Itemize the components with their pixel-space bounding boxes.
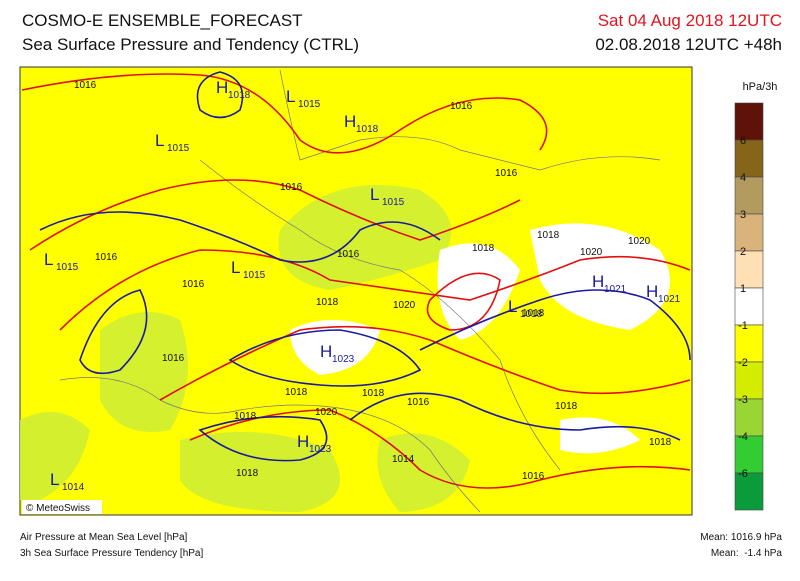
credit-box — [22, 500, 102, 514]
colorbar-unit: hPa/3h — [743, 81, 778, 93]
colorbar-label: 2 — [740, 246, 746, 258]
isobar-label: 1016 — [182, 279, 205, 290]
isobars-red — [21, 73, 691, 489]
colorbar-swatch — [734, 398, 764, 437]
center-value: 1021 — [604, 284, 627, 295]
center-letter: H — [320, 342, 332, 361]
colorbar-label: 6 — [740, 135, 746, 147]
center-value: 1018 — [356, 124, 379, 135]
center-letter: H — [592, 272, 604, 291]
colorbar-swatch — [734, 361, 764, 400]
center-letter: L — [44, 250, 53, 269]
isobar-label: 1016 — [95, 252, 118, 263]
center-value: 1018 — [520, 309, 543, 320]
credit: © MeteoSwiss — [26, 503, 90, 514]
center-letter: L — [508, 297, 517, 316]
colorbar-label: -4 — [738, 431, 748, 443]
colorbar-swatch — [734, 176, 764, 215]
center-value: 1015 — [56, 262, 79, 273]
isobar-label: 1018 — [472, 243, 495, 254]
center-value: 1014 — [62, 482, 85, 493]
isobar-label: 1016 — [162, 353, 185, 364]
footer-mean2: Mean: -1.4 hPa — [711, 548, 783, 559]
isobar-label: 1018 — [362, 388, 385, 399]
colorbar-label: 4 — [740, 172, 746, 184]
isobar-label: 1018 — [236, 468, 259, 479]
subtitle: Sea Surface Pressure and Tendency (CTRL) — [22, 35, 359, 54]
colorbar-swatch — [734, 287, 764, 326]
colorbar-label: -1 — [738, 320, 748, 332]
valid-time: Sat 04 Aug 2018 12UTC — [598, 11, 782, 30]
center-value: 1015 — [298, 99, 321, 110]
center-value: 1015 — [167, 143, 190, 154]
white-patches — [290, 223, 670, 454]
center-value: 1015 — [243, 270, 266, 281]
isobar-label: 1014 — [392, 454, 415, 465]
isobar-label: 1016 — [522, 471, 545, 482]
colorbar-swatch — [734, 250, 764, 289]
isobar-label: 1020 — [393, 300, 416, 311]
center-value: 1023 — [332, 354, 355, 365]
isobar-label: 1016 — [337, 249, 360, 260]
coastlines — [59, 69, 661, 513]
isobar-label: 1018 — [285, 387, 308, 398]
isobar-label: 1016 — [407, 397, 430, 408]
center-letter: L — [155, 131, 164, 150]
center-value: 1018 — [228, 90, 251, 101]
footer-line1: Air Pressure at Mean Sea Level [hPa] — [20, 532, 188, 543]
colorbar-label: 1 — [740, 283, 746, 295]
colorbar-label: -6 — [738, 468, 748, 480]
isobar-label: 1020 — [315, 407, 338, 418]
isobar-label: 1018 — [234, 411, 257, 422]
isobar-label: 1018 — [522, 308, 545, 319]
isobar-label: 1020 — [628, 236, 651, 247]
center-letter: H — [297, 432, 309, 451]
center-letter: L — [231, 258, 240, 277]
isobar-labels: 1016 1016 1016 1016 1016 1016 1016 1016 1018 1018… — [74, 80, 672, 482]
center-value: 1023 — [309, 444, 332, 455]
center-letter: L — [370, 185, 379, 204]
colorbar: hPa/3h 6 4 3 2 1 -1 -2 -3 -4 -6 — [734, 81, 778, 511]
colorbar-swatch — [734, 102, 764, 141]
colorbar-label: -3 — [738, 394, 748, 406]
footer-mean1: Mean: 1016.9 hPa — [700, 532, 782, 543]
colorbar-label: -2 — [738, 357, 748, 369]
isobar-label: 1016 — [495, 168, 518, 179]
center-letter: L — [286, 87, 295, 106]
colorbar-swatch — [734, 324, 764, 363]
isobar-label: 1018 — [316, 297, 339, 308]
center-letter: H — [344, 112, 356, 131]
isobar-label: 1016 — [74, 80, 97, 91]
isobar-label: 1018 — [537, 230, 560, 241]
footer-line2: 3h Sea Surface Pressure Tendency [hPa] — [20, 548, 203, 559]
isobar-label: 1018 — [649, 437, 672, 448]
isobars-blue — [39, 71, 691, 462]
colorbar-label: 3 — [740, 209, 746, 221]
center-letter: H — [646, 282, 658, 301]
title: COSMO-E ENSEMBLE_FORECAST — [22, 11, 303, 30]
colorbar-swatch — [734, 472, 764, 511]
colorbar-swatch — [734, 139, 764, 178]
center-letter: L — [50, 470, 59, 489]
isobar-label: 1018 — [555, 401, 578, 412]
center-letter: H — [216, 78, 228, 97]
run-time: 02.08.2018 12UTC +48h — [595, 35, 782, 54]
isobar-label: 1016 — [450, 101, 473, 112]
isobar-label: 1016 — [280, 182, 303, 193]
isobar-label: 1020 — [580, 247, 603, 258]
center-value: 1015 — [382, 197, 405, 208]
center-value: 1021 — [658, 294, 681, 305]
colorbar-swatch — [734, 213, 764, 252]
